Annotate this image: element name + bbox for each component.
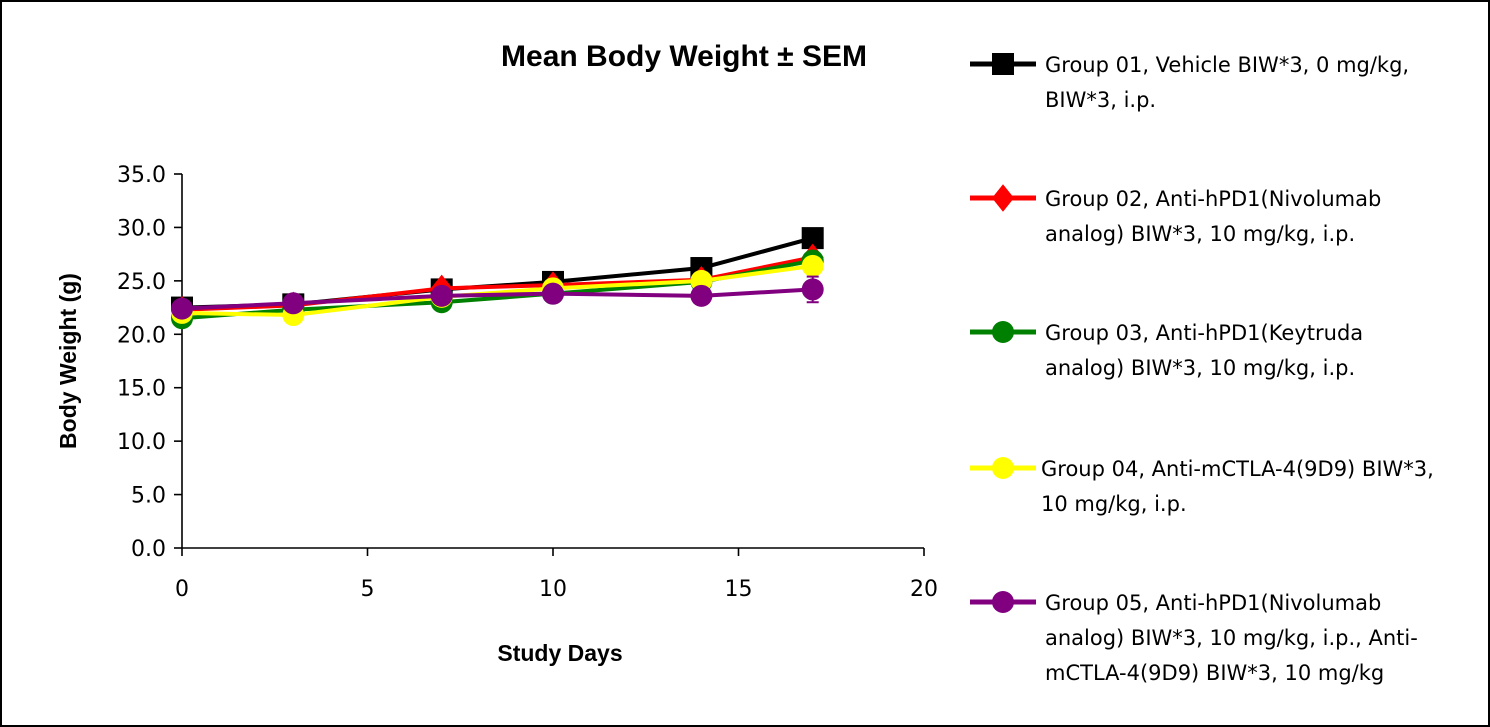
series-4 [171,254,824,327]
legend-item-3: Group 03, Anti-hPD1(Keytruda analog) BIW*… [970,321,1363,380]
chart-title: Mean Body Weight ± SEM [501,40,867,73]
legend-swatch-marker [992,184,1014,212]
legend-label: Group 01, Vehicle BIW*3, 0 mg/kg, [1045,53,1409,77]
x-axis-title: Study Days [497,640,622,666]
legend-item-4: Group 04, Anti-mCTLA-4(9D9) BIW*3, 10 mg/… [970,457,1434,516]
axes: 0.0 5.0 10.0 15.0 20.0 25.0 30.0 35.0 0 5 10 15 20 [117,163,938,602]
legend-item-2: Group 02, Anti-hPD1(Nivolumab analog) BIW… [970,184,1381,246]
legend-swatch-marker [992,591,1014,613]
y-tick-label: 25.0 [117,270,166,295]
data-point [542,282,564,305]
series-line [181,287,813,311]
x-tick-label: 0 [175,577,189,602]
legend-label: mCTLA-4(9D9) BIW*3, 10 mg/kg [1045,661,1384,685]
data-point [171,297,193,320]
legend-item-1: Group 01, Vehicle BIW*3, 0 mg/kg, BIW*3, … [970,53,1409,112]
legend-swatch-marker [992,53,1014,75]
data-point [282,292,305,315]
legend-label: analog) BIW*3, 10 mg/kg, i.p. [1045,356,1355,380]
legend-label: analog) BIW*3, 10 mg/kg, i.p., Anti- [1045,626,1418,650]
y-tick-label: 10.0 [117,430,166,455]
legend-label: Group 03, Anti-hPD1(Keytruda [1045,321,1363,345]
y-tick-label: 30.0 [117,216,166,241]
y-tick-label: 5.0 [131,484,166,509]
y-tick-label: 0.0 [131,537,166,562]
legend-swatch-marker [992,321,1014,343]
legend-item-5: Group 05, Anti-hPD1(Nivolumab analog) BIW… [970,591,1418,685]
y-axis-title: Body Weight (g) [55,273,81,449]
x-tick-label: 5 [361,577,375,602]
y-tick-label: 20.0 [117,323,166,348]
legend-label: 10 mg/kg, i.p. [1041,492,1187,516]
legend: Group 01, Vehicle BIW*3, 0 mg/kg, BIW*3, … [970,53,1434,685]
data-point [430,284,453,307]
data-point [801,227,824,250]
legend-label: Group 02, Anti-hPD1(Nivolumab [1045,187,1381,211]
legend-label: BIW*3, i.p. [1045,88,1156,112]
legend-label: Group 05, Anti-hPD1(Nivolumab [1045,591,1381,615]
data-point [801,254,824,277]
series-line [181,258,814,321]
legend-label: Group 04, Anti-mCTLA-4(9D9) BIW*3, [1041,457,1434,481]
data-point [690,284,713,307]
y-tick-label: 35.0 [117,163,166,188]
data-point [801,278,824,301]
series-line [181,263,813,318]
series-layer [171,227,824,330]
x-tick-label: 10 [539,577,567,602]
y-tick-label: 15.0 [117,377,166,402]
legend-swatch-marker [992,457,1014,479]
series-5 [171,275,824,320]
legend-label: analog) BIW*3, 10 mg/kg, i.p. [1045,222,1355,246]
x-tick-label: 20 [910,577,938,602]
x-tick-label: 15 [725,577,753,602]
